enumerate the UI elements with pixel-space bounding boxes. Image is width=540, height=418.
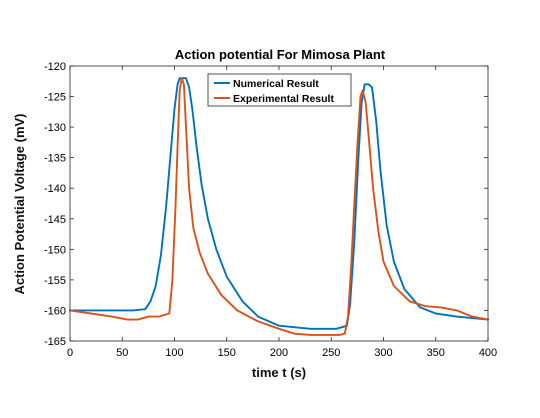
x-tick-label: 350 xyxy=(427,347,445,359)
x-tick-label: 300 xyxy=(374,347,392,359)
legend-box xyxy=(207,73,352,107)
legend-label: Numerical Result xyxy=(233,78,319,90)
legend-label: Experimental Result xyxy=(233,93,334,105)
axis-ticks: 0 50 100 150 200 250 300 350 400 -120 -125 -130 -135… xyxy=(44,61,497,359)
y-tick-label: -125 xyxy=(44,92,66,104)
x-tick-label: 400 xyxy=(479,347,497,359)
y-tick-label: -165 xyxy=(44,336,66,348)
x-tick-label: 50 xyxy=(116,347,128,359)
series-lines xyxy=(69,77,489,336)
plot-frame xyxy=(69,65,489,342)
y-tick-label: -145 xyxy=(44,214,66,226)
y-tick-label: -130 xyxy=(44,122,66,134)
y-tick-label: -135 xyxy=(44,153,66,165)
y-tick-label: -155 xyxy=(44,275,66,287)
x-tick-label: 200 xyxy=(270,347,288,359)
x-tick-label: 0 xyxy=(67,347,73,359)
y-tick-label: -120 xyxy=(44,61,66,73)
x-tick-label: 250 xyxy=(322,347,340,359)
x-tick-label: 100 xyxy=(165,347,183,359)
x-axis-title: time t (s) xyxy=(252,365,306,380)
series-line-numerical-result xyxy=(69,77,489,330)
series-line-experimental-result xyxy=(69,77,489,336)
x-tick-label: 150 xyxy=(218,347,236,359)
y-tick-label: -160 xyxy=(44,305,66,317)
chart-title: Action potential For Mimosa Plant xyxy=(175,47,386,62)
y-tick-label: -140 xyxy=(44,183,66,195)
legend: Numerical Result Experimental Result xyxy=(207,73,352,107)
y-tick-label: -150 xyxy=(44,244,66,256)
y-axis-title: Action Potential Voltage (mV) xyxy=(12,113,27,294)
